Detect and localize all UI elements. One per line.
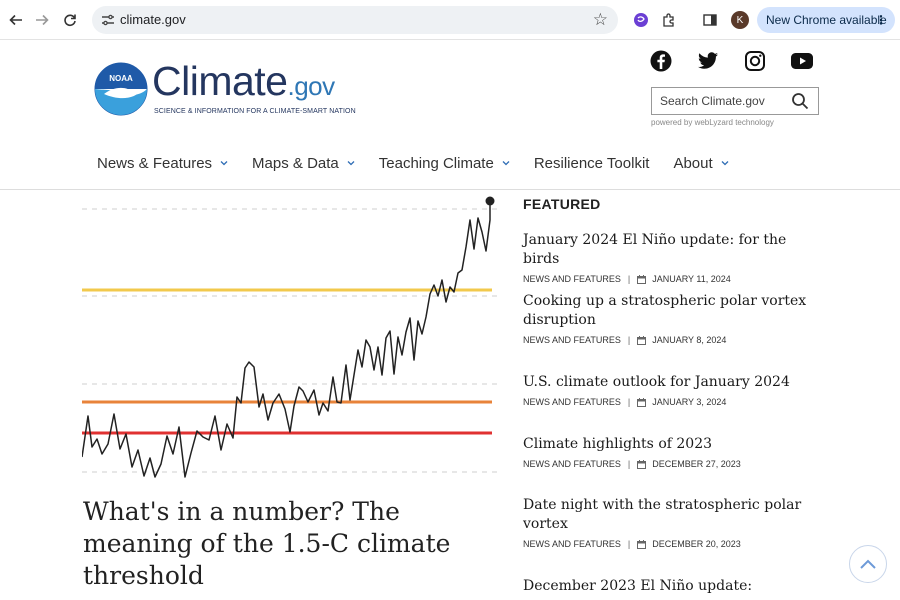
powered-by-text: powered by webLyzard technology <box>651 118 774 127</box>
logo-tagline: SCIENCE & INFORMATION FOR A CLIMATE-SMAR… <box>154 108 356 115</box>
calendar-icon <box>637 274 647 284</box>
featured-heading: FEATURED <box>523 196 601 212</box>
featured-item-meta: NEWS AND FEATURES | JANUARY 3, 2024 <box>523 397 823 407</box>
chevron-down-icon <box>721 161 729 166</box>
nav-label: About <box>673 154 713 172</box>
featured-item-category[interactable]: NEWS AND FEATURES <box>523 274 621 284</box>
logo-word: Climate <box>152 58 288 104</box>
featured-item-title[interactable]: December 2023 El Niño update: <box>523 578 753 594</box>
nav-label: Maps & Data <box>252 154 339 172</box>
back-button[interactable] <box>6 10 26 30</box>
youtube-icon[interactable] <box>790 50 814 72</box>
featured-item-category[interactable]: NEWS AND FEATURES <box>523 539 621 549</box>
address-bar[interactable]: climate.gov ☆ <box>92 6 618 34</box>
featured-item-date: JANUARY 3, 2024 <box>652 397 727 407</box>
instagram-icon[interactable] <box>744 50 766 72</box>
nav-teaching-climate[interactable]: Teaching Climate <box>379 153 510 173</box>
featured-item-title[interactable]: Climate highlights of 2023 <box>523 436 713 452</box>
hero-temperature-series <box>82 201 491 478</box>
calendar-icon <box>637 459 647 469</box>
extension-icon[interactable] <box>631 10 651 30</box>
facebook-icon[interactable] <box>650 50 672 72</box>
site-search <box>651 87 819 115</box>
extension-purple-icon <box>634 13 648 27</box>
nav-label: Teaching Climate <box>378 154 494 172</box>
reload-button[interactable] <box>60 10 80 30</box>
header-divider <box>0 189 900 190</box>
nav-label: Resilience Toolkit <box>533 154 650 172</box>
meta-separator: | <box>627 397 631 407</box>
more-menu-icon[interactable]: ⋮ <box>875 13 887 27</box>
new-chrome-available-button[interactable]: New Chrome available ⋮ <box>757 7 895 33</box>
side-panel-button[interactable] <box>700 10 720 30</box>
logo-suffix: .gov <box>287 71 335 101</box>
featured-item: December 2023 El Niño update: <box>523 577 823 596</box>
noaa-logo-text: NOAA <box>109 74 133 83</box>
meta-separator: | <box>627 335 631 345</box>
main-navigation: News & Features Maps & Data Teaching Cli… <box>97 153 753 173</box>
featured-item-date: DECEMBER 20, 2023 <box>652 539 741 549</box>
puzzle-icon <box>663 13 674 27</box>
calendar-icon <box>637 539 647 549</box>
calendar-icon <box>637 335 647 345</box>
address-url[interactable]: climate.gov <box>120 12 186 27</box>
hero-series-endpoint <box>485 196 495 206</box>
meta-separator: | <box>627 459 631 469</box>
featured-item-title[interactable]: U.S. climate outlook for January 2024 <box>523 374 790 390</box>
forward-arrow-icon <box>36 14 49 26</box>
chevron-down-icon <box>502 161 510 166</box>
twitter-icon[interactable] <box>697 50 719 72</box>
hero-article-title[interactable]: What's in a number? The meaning of the 1… <box>83 497 451 590</box>
browser-toolbar: climate.gov ☆ K New Chrome available ⋮ <box>0 0 900 40</box>
calendar-icon <box>637 397 647 407</box>
nav-label: News & Features <box>97 154 213 172</box>
chevron-down-icon <box>220 161 228 166</box>
noaa-logo-icon: NOAA <box>94 62 148 116</box>
search-input[interactable] <box>660 93 786 109</box>
nav-about[interactable]: About <box>673 153 729 173</box>
meta-separator: | <box>627 274 631 284</box>
featured-item-title[interactable]: Cooking up a stratospheric polar vortex … <box>523 293 807 328</box>
featured-item: January 2024 El Niño update: for the bir… <box>523 231 823 284</box>
featured-item-meta: NEWS AND FEATURES | DECEMBER 20, 2023 <box>523 539 823 549</box>
back-to-top-button[interactable] <box>849 545 887 583</box>
site-info-icon[interactable] <box>100 12 116 28</box>
featured-item: Cooking up a stratospheric polar vortex … <box>523 292 823 345</box>
featured-item-title[interactable]: Date night with the stratospheric polar … <box>523 497 802 532</box>
featured-item: Climate highlights of 2023 NEWS AND FEAT… <box>523 435 823 469</box>
featured-item-category[interactable]: NEWS AND FEATURES <box>523 335 621 345</box>
profile-avatar[interactable]: K <box>731 11 749 29</box>
featured-item-meta: NEWS AND FEATURES | JANUARY 8, 2024 <box>523 335 823 345</box>
featured-item: U.S. climate outlook for January 2024 NE… <box>523 373 823 407</box>
nav-maps-data[interactable]: Maps & Data <box>252 153 355 173</box>
featured-item-category[interactable]: NEWS AND FEATURES <box>523 397 621 407</box>
meta-separator: | <box>627 539 631 549</box>
new-chrome-label: New Chrome available <box>766 13 887 27</box>
chevron-up-icon <box>860 559 876 569</box>
nav-news-features[interactable]: News & Features <box>97 153 228 173</box>
logo-wordmark: Climate.gov <box>152 58 335 105</box>
featured-item: Date night with the stratospheric polar … <box>523 496 823 549</box>
featured-item-date: JANUARY 11, 2024 <box>652 274 731 284</box>
featured-item-category[interactable]: NEWS AND FEATURES <box>523 459 621 469</box>
featured-item-meta: NEWS AND FEATURES | JANUARY 11, 2024 <box>523 274 823 284</box>
side-panel-icon <box>703 14 717 26</box>
featured-item-date: DECEMBER 27, 2023 <box>652 459 741 469</box>
forward-button[interactable] <box>32 10 52 30</box>
chevron-down-icon <box>347 161 355 166</box>
featured-item-meta: NEWS AND FEATURES | DECEMBER 27, 2023 <box>523 459 823 469</box>
reload-icon <box>64 14 76 27</box>
nav-resilience-toolkit[interactable]: Resilience Toolkit <box>534 153 650 173</box>
bookmark-star-icon[interactable]: ☆ <box>592 10 608 29</box>
featured-item-date: JANUARY 8, 2024 <box>652 335 727 345</box>
back-arrow-icon <box>9 14 22 26</box>
hero-temperature-graphic[interactable] <box>82 192 498 482</box>
extensions-button[interactable] <box>659 10 679 30</box>
search-icon[interactable] <box>791 92 809 110</box>
featured-item-title[interactable]: January 2024 El Niño update: for the bir… <box>523 232 787 267</box>
